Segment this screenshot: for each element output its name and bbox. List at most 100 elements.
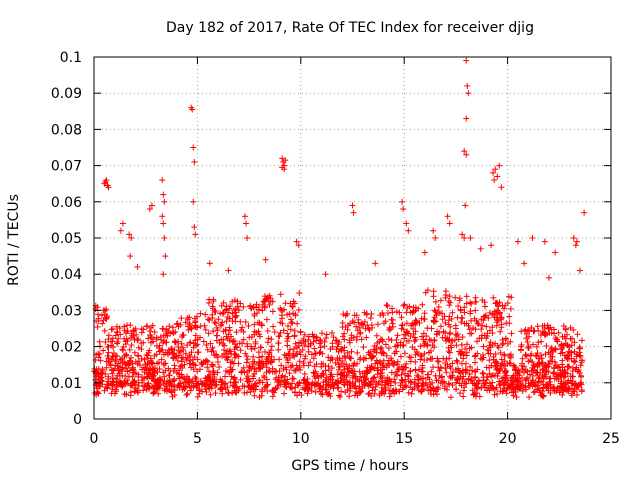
cloud-point (229, 298, 236, 305)
cloud-point (179, 386, 186, 393)
cloud-point (116, 325, 123, 332)
cloud-point (439, 334, 446, 341)
cloud-point (268, 336, 275, 343)
cloud-point (533, 353, 540, 360)
cloud-point (108, 390, 115, 397)
cloud-point (346, 353, 353, 360)
cloud-point (422, 379, 429, 386)
cloud-point (251, 321, 258, 328)
cloud-point (186, 314, 193, 321)
cloud-point (335, 384, 342, 391)
cloud-point (131, 327, 138, 334)
cloud-point (425, 371, 432, 378)
cloud-point (115, 335, 122, 342)
cloud-point (443, 369, 450, 376)
cloud-point (567, 335, 574, 342)
cloud-point (318, 330, 325, 337)
cloud-point (297, 351, 304, 358)
cloud-point (203, 388, 210, 395)
cloud-point (110, 350, 117, 357)
cloud-point (123, 391, 130, 398)
cloud-point (417, 343, 424, 350)
cloud-point (576, 352, 583, 359)
cloud-point (483, 323, 490, 330)
cloud-point (469, 380, 476, 387)
cloud-point (498, 324, 505, 331)
cloud-point (467, 299, 474, 306)
cloud-point (382, 341, 389, 348)
cloud-point (413, 318, 420, 325)
cloud-point (146, 384, 153, 391)
cloud-point (222, 307, 229, 314)
cloud-point (508, 389, 515, 396)
cloud-point (330, 385, 337, 392)
cloud-point (339, 319, 346, 326)
cloud-point (522, 377, 529, 384)
cloud-point (317, 338, 324, 345)
data-points (101, 57, 588, 281)
cloud-point (415, 382, 422, 389)
cloud-point (149, 373, 156, 380)
cloud-point (545, 349, 552, 356)
cloud-point (168, 388, 175, 395)
cloud-point (192, 374, 199, 381)
cloud-point (561, 373, 568, 380)
cloud-point (186, 376, 193, 383)
cloud-point (188, 349, 195, 356)
cloud-point (181, 361, 188, 368)
cloud-point (259, 301, 266, 308)
cloud-point (155, 378, 162, 385)
cloud-point (279, 372, 286, 379)
cloud-point (529, 377, 536, 384)
cloud-point (365, 391, 372, 398)
cloud-point (501, 368, 508, 375)
cloud-point (446, 302, 453, 309)
cloud-point (269, 393, 276, 400)
cloud-point (205, 316, 212, 323)
cloud-point (533, 343, 540, 350)
cloud-point (570, 357, 577, 364)
cloud-point (348, 332, 355, 339)
cloud-point (305, 386, 312, 393)
cloud-point (147, 324, 154, 331)
cloud-point (221, 381, 228, 388)
cloud-point (344, 349, 351, 356)
cloud-point (240, 328, 247, 335)
cloud-point (523, 335, 530, 342)
cloud-point (232, 378, 239, 385)
cloud-point (547, 375, 554, 382)
cloud-point (268, 343, 275, 350)
cloud-point (435, 303, 442, 310)
cloud-point (478, 384, 485, 391)
cloud-point (210, 348, 217, 355)
cloud-point (458, 319, 465, 326)
cloud-point (460, 393, 467, 400)
cloud-point (261, 293, 268, 300)
cloud-point (124, 368, 131, 375)
cloud-point (245, 384, 252, 391)
data-point (372, 260, 379, 267)
cloud-point (129, 366, 136, 373)
cloud-point (494, 390, 501, 397)
cloud-point (95, 372, 102, 379)
cloud-point (464, 341, 471, 348)
cloud-point (198, 361, 205, 368)
cloud-point (303, 381, 310, 388)
cloud-point (371, 365, 378, 372)
cloud-point (310, 333, 317, 340)
cloud-point (371, 390, 378, 397)
cloud-point (489, 330, 496, 337)
cloud-point (287, 363, 294, 370)
cloud-point (377, 312, 384, 319)
cloud-point (105, 336, 112, 343)
data-point (161, 235, 168, 241)
cloud-point (325, 354, 332, 361)
cloud-point (275, 340, 282, 347)
cloud-point (182, 384, 189, 391)
cloud-point (559, 357, 566, 364)
y-tick-label: 0.09 (51, 86, 82, 102)
data-point (573, 238, 580, 245)
cloud-point (519, 366, 526, 373)
cloud-point (117, 331, 124, 338)
cloud-point (131, 388, 138, 395)
